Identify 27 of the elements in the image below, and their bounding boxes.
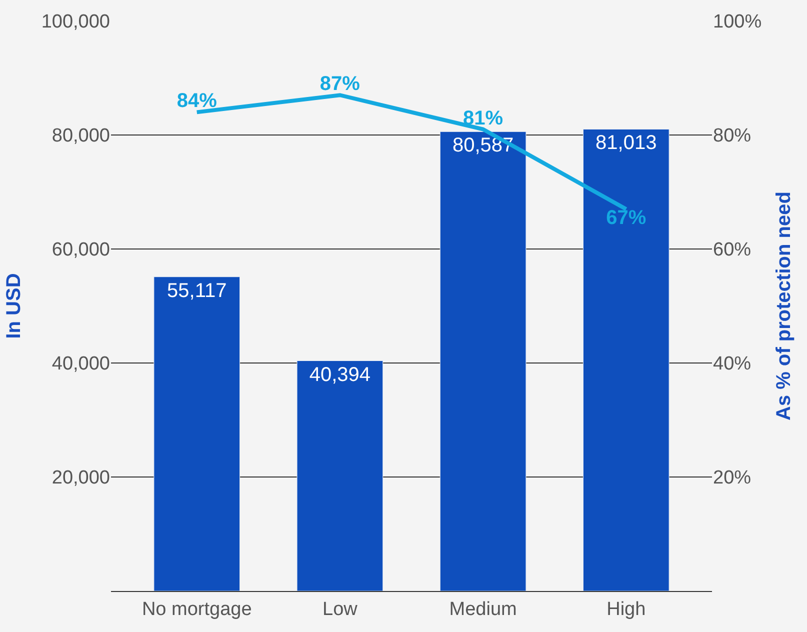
x-tick-label: Low — [322, 598, 358, 620]
y-axis-title: In USD — [2, 273, 25, 339]
x-tick-label: No mortgage — [142, 598, 252, 620]
data-label: 40,394 — [309, 364, 371, 386]
data-label: 67% — [606, 207, 646, 230]
data-label: 81% — [463, 107, 504, 130]
data-label: 84% — [176, 90, 218, 112]
y-tick-label: 100,000 — [41, 12, 110, 33]
bar — [154, 276, 240, 591]
y-tick-label: 80,000 — [52, 126, 110, 147]
y2-tick-label: 80% — [713, 126, 752, 147]
y2-tick-label: 40% — [713, 354, 752, 375]
y2-axis-title: As % of protection need — [773, 192, 796, 420]
x-tick-label: Medium — [449, 598, 517, 620]
data-label: 81,013 — [596, 132, 657, 154]
y2-tick-label: 100% — [713, 12, 762, 33]
x-tick-label: High — [606, 598, 646, 620]
y2-tick-label: 20% — [713, 468, 752, 489]
y-tick-label: 60,000 — [52, 240, 110, 261]
y-tick-label: 40,000 — [52, 354, 110, 375]
bar — [440, 131, 526, 591]
bar — [582, 128, 670, 591]
data-label: 55,117 — [167, 280, 227, 302]
y2-tick-label: 60% — [713, 240, 752, 261]
bar — [296, 360, 384, 591]
y-tick-label: 20,000 — [52, 468, 110, 489]
data-label: 87% — [320, 73, 360, 96]
